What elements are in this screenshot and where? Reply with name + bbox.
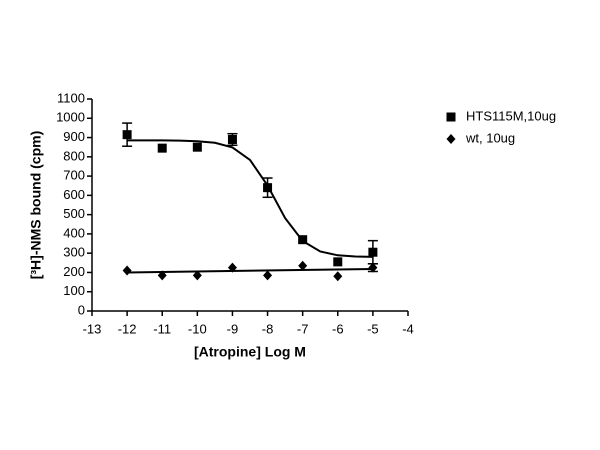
marker [263,270,273,281]
x-tick-label: -10 [188,321,207,336]
y-tick-label: 700 [63,168,85,183]
y-tick-label: 900 [63,129,85,144]
marker [298,260,308,271]
x-axis-title: [Atropine] Log M [194,344,306,360]
y-tick-label: 100 [63,283,85,298]
fit-curve [127,139,373,258]
marker [333,271,343,282]
fit-curve [127,267,373,274]
x-tick-label: -8 [262,321,274,336]
x-tick-label: -5 [367,321,379,336]
marker [333,257,343,267]
marker [122,265,132,276]
y-tick-label: 800 [63,148,85,163]
legend-marker [446,112,456,122]
y-tick-label: 400 [63,225,85,240]
legend-label: wt, 10ug [465,130,515,145]
y-axis-title: [³H]-NMS bound (cpm) [28,131,44,280]
marker [192,270,202,281]
y-tick-label: 0 [78,302,85,317]
x-tick-label: -6 [332,321,344,336]
legend-marker [446,134,456,144]
x-tick-label: -9 [227,321,239,336]
y-tick-label: 300 [63,245,85,260]
marker [298,235,308,245]
x-tick-label: -12 [118,321,137,336]
y-tick-label: 500 [63,206,85,221]
marker [368,262,378,273]
y-tick-label: 1100 [57,90,85,105]
marker [157,143,167,153]
legend-label: HTS115M,10ug [466,108,556,123]
x-tick-label: -11 [153,321,171,336]
marker [122,130,132,140]
marker [157,270,167,281]
marker [227,134,237,144]
marker [192,142,202,152]
y-tick-label: 600 [63,187,85,202]
marker [263,183,273,193]
y-tick-label: 1000 [56,110,85,125]
x-tick-label: -4 [402,321,414,336]
marker [368,247,378,257]
marker [227,262,237,273]
y-tick-label: 200 [63,264,85,279]
x-tick-label: -13 [83,321,102,336]
x-tick-label: -7 [297,321,309,336]
